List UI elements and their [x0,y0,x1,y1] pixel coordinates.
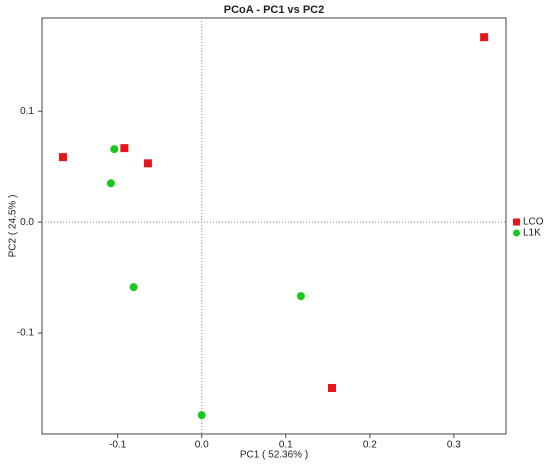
point [480,33,489,42]
point [59,153,68,162]
point [106,179,115,188]
y-tick-label: -0.1 [17,328,35,339]
legend-label: LCO [523,217,544,228]
legend-marker [513,229,520,237]
point [296,292,305,301]
chart-title: PCoA - PC1 vs PC2 [224,4,324,16]
y-axis-label: PC2 ( 24.5% ) [8,195,19,258]
point [110,145,119,154]
point [197,411,206,420]
x-tick-label: 0.0 [195,440,209,451]
plot-frame [41,17,507,435]
x-tick-label: -0.1 [109,440,127,451]
point [129,283,138,292]
x-tick-label: 0.3 [447,440,461,451]
point [328,383,336,392]
y-tick-label: 0.0 [20,217,34,228]
x-tick-label: 0.1 [279,440,293,451]
legend-label: L1K [523,228,541,239]
x-tick-label: 0.2 [363,440,377,451]
point [143,159,152,168]
point [120,144,129,153]
y-tick-label: 0.1 [20,106,34,117]
x-axis-label: PC1 ( 52.36% ) [240,450,308,461]
legend-marker [513,218,520,226]
